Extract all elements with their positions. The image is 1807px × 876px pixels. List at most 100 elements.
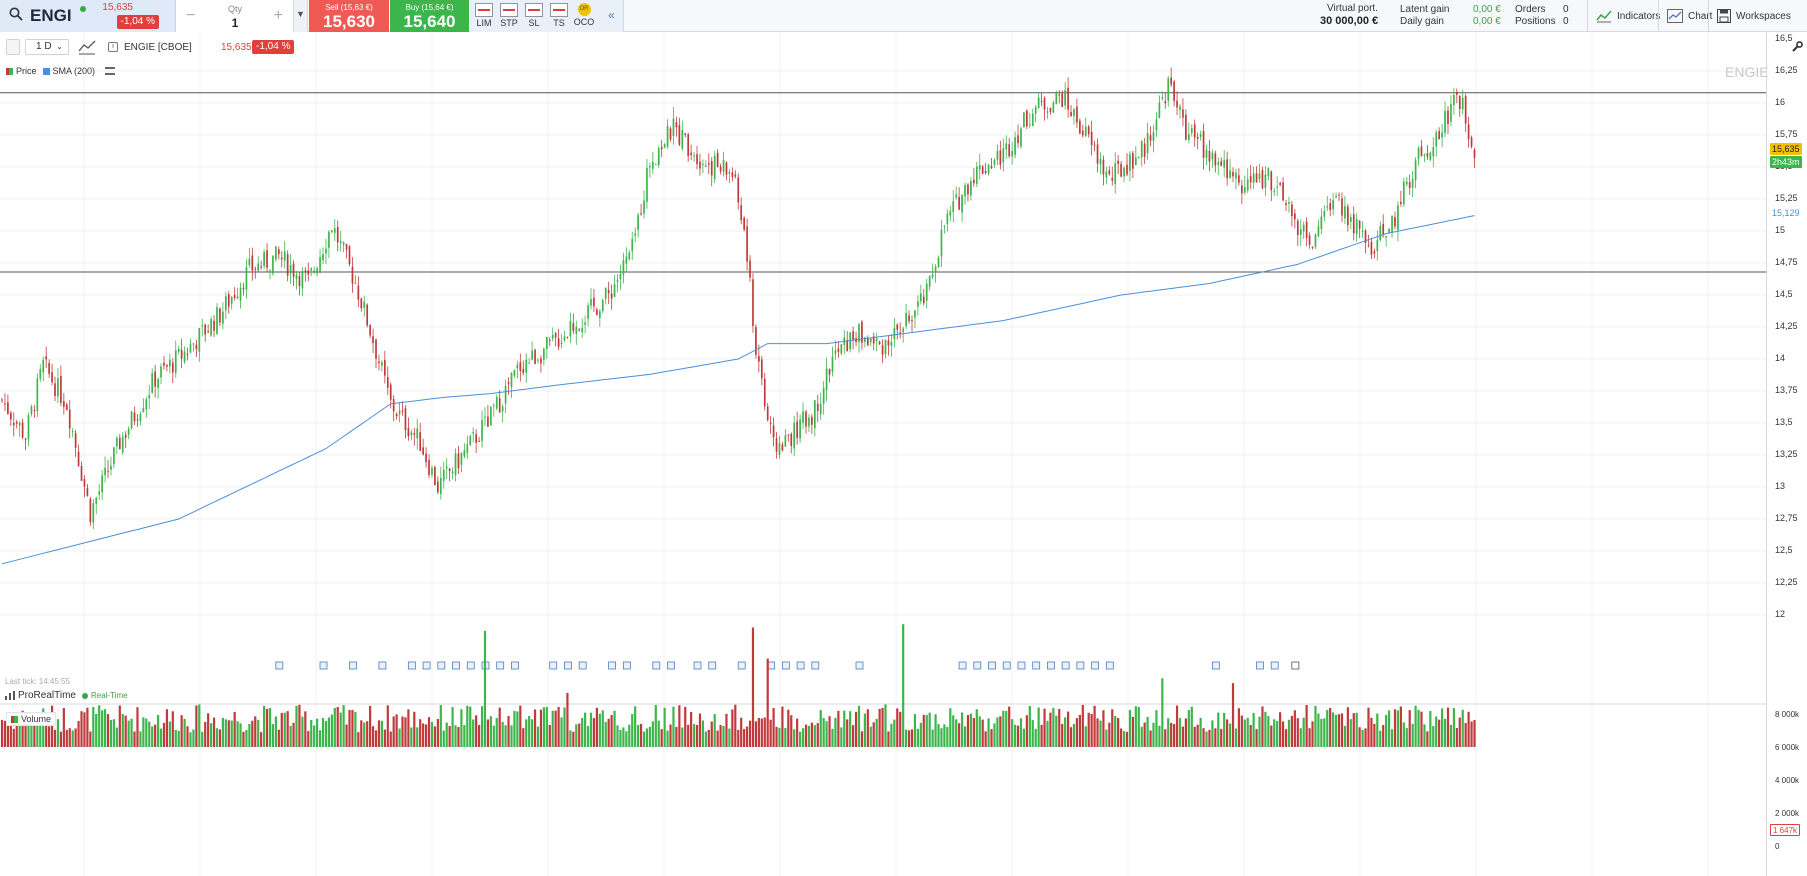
- order-stop-button[interactable]: STP: [497, 3, 521, 28]
- candle-body: [92, 503, 95, 523]
- indicators-button[interactable]: Indicators: [1587, 0, 1660, 32]
- candle-body: [990, 166, 993, 169]
- volume-bar: [1449, 724, 1453, 747]
- volume-bar: [1099, 720, 1102, 747]
- volume-bar: [1114, 715, 1117, 747]
- candle-body: [1461, 97, 1464, 110]
- volume-bar: [1246, 717, 1249, 747]
- list-icon[interactable]: [105, 67, 116, 75]
- volume-bar: [1323, 718, 1326, 747]
- volume-bar: [905, 729, 908, 747]
- candle-body: [7, 402, 9, 414]
- volume-bar: [937, 724, 940, 747]
- search-icon[interactable]: [9, 7, 23, 21]
- candle-body: [434, 467, 436, 486]
- volume-bar: [151, 726, 154, 747]
- candle-body: [973, 179, 975, 184]
- candle-body: [1270, 171, 1273, 191]
- chart-style-icon[interactable]: [76, 38, 98, 56]
- collapse-double-chevron-icon[interactable]: «: [608, 8, 615, 22]
- volume-bar: [1199, 717, 1202, 747]
- candle-body: [422, 447, 424, 455]
- price-axis[interactable]: 16,5 16,25 16 15,75 15,5 15,25 15 14,75 …: [1766, 32, 1807, 704]
- order-trailing-stop-button[interactable]: TS: [547, 3, 571, 28]
- volume-bar: [480, 706, 484, 747]
- candle-body: [1335, 195, 1337, 198]
- candle-body: [1326, 206, 1329, 208]
- sell-price: 15,630: [323, 12, 375, 31]
- volume-bar: [112, 719, 116, 747]
- wrench-icon[interactable]: [1790, 40, 1804, 54]
- workspaces-button[interactable]: Workspaces: [1708, 0, 1807, 32]
- volume-legend[interactable]: Volume: [6, 712, 57, 726]
- candle-body: [407, 428, 410, 437]
- candle-body: [598, 311, 601, 319]
- candle-body: [755, 327, 757, 355]
- candle-body: [1217, 161, 1220, 165]
- volume-bar: [831, 728, 834, 747]
- volume-bar: [1343, 725, 1347, 747]
- candle-body: [1093, 144, 1096, 146]
- volume-bar: [1267, 716, 1270, 747]
- candle-body: [213, 320, 215, 331]
- info-icon[interactable]: i: [108, 42, 118, 52]
- volume-bar: [737, 729, 740, 747]
- volume-bar: [103, 709, 107, 747]
- candle-body: [298, 275, 301, 286]
- volume-bar: [156, 715, 160, 747]
- candle-body: [101, 475, 103, 493]
- volume-bar: [115, 727, 118, 747]
- candle-body: [431, 468, 433, 475]
- volume-bar: [1385, 714, 1388, 747]
- qty-minus-button[interactable]: −: [186, 7, 196, 24]
- candle-body: [1008, 144, 1011, 157]
- quantity-stepper[interactable]: − Qty 1 +: [176, 0, 294, 32]
- volume-bar: [233, 711, 236, 747]
- candle-body: [1317, 226, 1320, 237]
- candle-body: [925, 283, 928, 301]
- interval-selector[interactable]: 1 D ⌄: [25, 39, 69, 55]
- qty-plus-button[interactable]: +: [273, 7, 283, 24]
- buy-button[interactable]: Buy (15,64 €) 15,640: [390, 0, 469, 32]
- volume-bar: [972, 717, 975, 747]
- volume-bar: [1072, 723, 1076, 747]
- volume-bar: [1149, 730, 1152, 747]
- candle-body: [263, 251, 265, 267]
- order-oco-button[interactable]: OR OCO: [572, 3, 596, 27]
- price-tick: 16: [1775, 97, 1786, 107]
- horizontal-lines[interactable]: [0, 92, 1766, 273]
- candle-body: [1273, 191, 1276, 193]
- legend-price[interactable]: Price: [6, 66, 37, 76]
- candle-body: [48, 363, 50, 374]
- event-markers[interactable]: [275, 661, 1300, 670]
- chart-button[interactable]: Chart: [1658, 0, 1712, 32]
- volume-bar: [171, 711, 174, 747]
- order-limit-button[interactable]: LIM: [472, 3, 496, 28]
- qty-dropdown-button[interactable]: ▼: [294, 0, 308, 32]
- price-volume-chart[interactable]: [0, 32, 1766, 876]
- limit-order-icon: [475, 3, 493, 17]
- symbol-search[interactable]: ENGI 15,635 -1,04 %: [0, 0, 176, 32]
- legend-sma[interactable]: SMA (200): [42, 66, 95, 76]
- candle-body: [731, 172, 734, 177]
- candle-body: [911, 320, 913, 322]
- live-status-dot: [80, 6, 86, 12]
- candle-body: [490, 406, 492, 426]
- volume-bar: [690, 711, 693, 747]
- volume-bar: [439, 705, 442, 747]
- candle-body: [1426, 153, 1429, 157]
- candle-body: [1473, 149, 1476, 158]
- candle-body: [1320, 216, 1323, 230]
- qty-value[interactable]: 1: [231, 16, 239, 30]
- volume-bar: [657, 720, 660, 747]
- order-stoploss-button[interactable]: SL: [522, 3, 546, 28]
- volume-bar: [1364, 728, 1367, 747]
- volume-axis[interactable]: 8 000k 6 000k 4 000k 2 000k 0 1 647k: [1766, 704, 1807, 876]
- candle-body: [651, 161, 654, 169]
- volume-bar: [1125, 731, 1129, 747]
- sell-button[interactable]: Sell (15,63 €) 15,630: [309, 0, 389, 32]
- chart-menu-handle[interactable]: [6, 39, 20, 55]
- candle-body: [1385, 235, 1387, 238]
- volume-bar: [628, 724, 631, 747]
- candle-body: [372, 336, 374, 344]
